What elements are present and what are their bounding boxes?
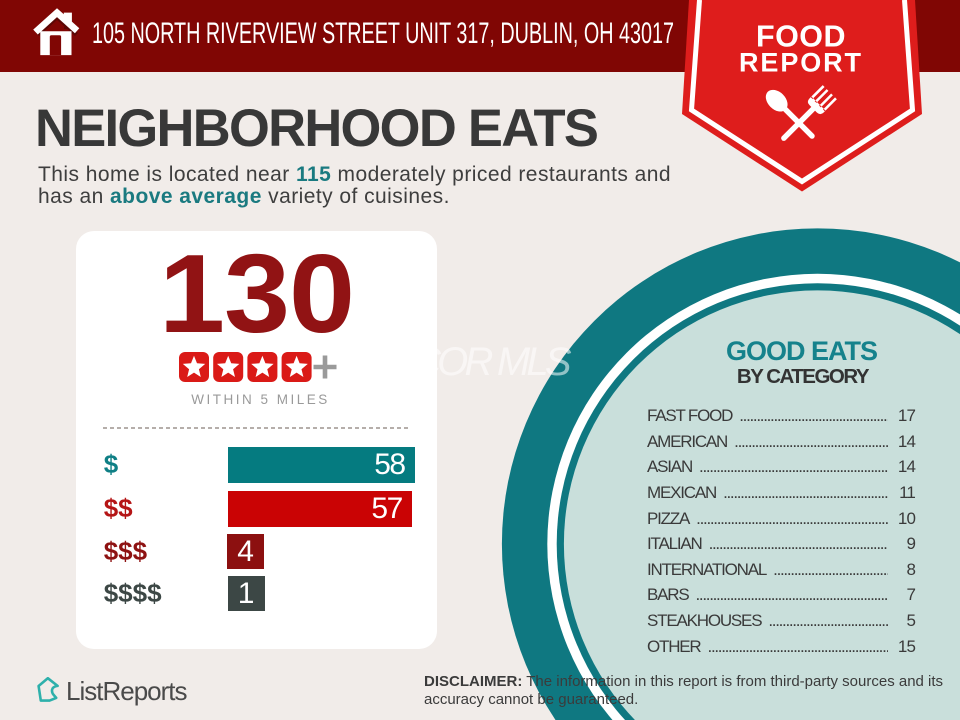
svg-text:FOOD: FOOD bbox=[756, 20, 846, 54]
svg-text:REPORT: REPORT bbox=[739, 48, 863, 78]
